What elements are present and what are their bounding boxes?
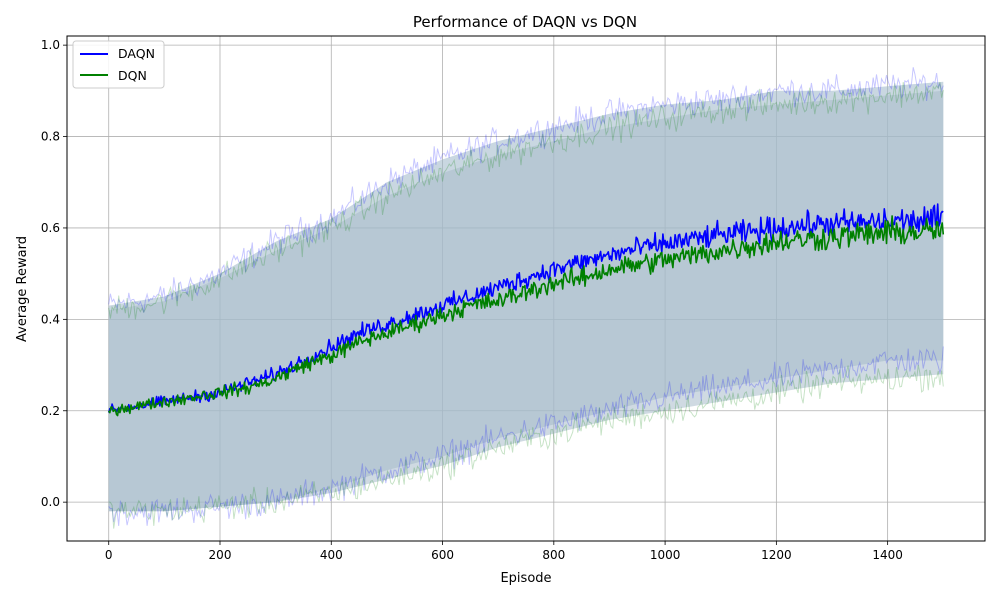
x-tick-label-800: 800 bbox=[542, 548, 565, 562]
y-tick-label-5: 1.0 bbox=[41, 38, 60, 52]
plot-frame bbox=[66, 35, 986, 542]
x-tick-label-0: 0 bbox=[105, 548, 113, 562]
y-axis-ticks: 0.0 0.2 0.4 0.6 0.8 1.0 bbox=[41, 38, 67, 509]
y-tick-label-1: 0.2 bbox=[41, 404, 60, 418]
legend-label-dqn: DQN bbox=[118, 68, 147, 83]
series-lines bbox=[107, 203, 945, 417]
y-axis-label: Average Reward bbox=[15, 236, 30, 342]
legend: DAQN DQN bbox=[72, 40, 165, 89]
noise-traces bbox=[108, 67, 944, 529]
legend-label-daqn: DAQN bbox=[118, 46, 155, 61]
trace-upper-daqn bbox=[108, 67, 944, 313]
x-axis-ticks: 0 200 400 600 800 1000 1200 1400 bbox=[105, 541, 903, 562]
x-tick-label-400: 400 bbox=[320, 548, 343, 562]
trace-lower-daqn bbox=[108, 346, 944, 526]
x-tick-label-1200: 1200 bbox=[761, 548, 792, 562]
legend-box bbox=[72, 40, 165, 89]
trace-upper-dqn bbox=[108, 81, 944, 320]
x-tick-label-1400: 1400 bbox=[872, 548, 903, 562]
y-tick-label-3: 0.6 bbox=[41, 221, 60, 235]
y-tick-label-2: 0.4 bbox=[41, 312, 60, 326]
x-tick-label-1000: 1000 bbox=[650, 548, 681, 562]
x-tick-label-200: 200 bbox=[209, 548, 232, 562]
series-line-dqn bbox=[108, 215, 945, 417]
y-tick-label-0: 0.0 bbox=[41, 495, 60, 509]
y-tick-label-4: 0.8 bbox=[41, 130, 60, 144]
trace-lower-dqn bbox=[108, 364, 944, 529]
chart-title: Performance of DAQN vs DQN bbox=[413, 13, 637, 31]
series-line-daqn bbox=[107, 203, 944, 413]
x-tick-label-600: 600 bbox=[431, 548, 454, 562]
x-axis-label: Episode bbox=[500, 571, 551, 586]
